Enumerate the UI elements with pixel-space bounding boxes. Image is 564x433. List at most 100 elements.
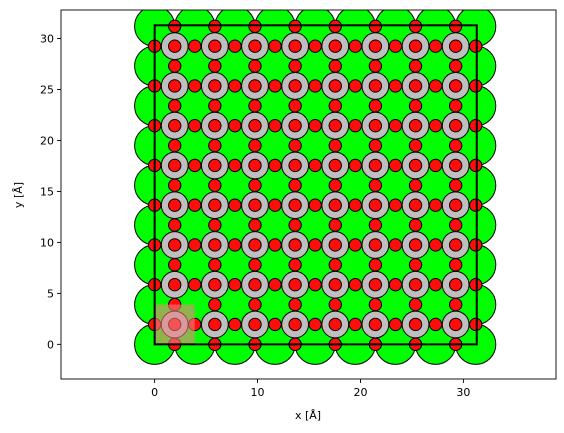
highlight-region (154, 304, 195, 345)
y-tick-label: 0 (47, 338, 54, 351)
atom-point (288, 19, 302, 33)
atom-point (408, 59, 423, 73)
atom-point (268, 79, 282, 93)
atom-point (448, 198, 463, 212)
atom-point (308, 79, 322, 93)
atom-point (368, 138, 383, 153)
atom-point (348, 317, 362, 332)
atom-point (208, 278, 222, 292)
atom-point (308, 119, 322, 133)
atom-point (328, 258, 342, 272)
atom-point (168, 198, 182, 212)
atom-point (469, 39, 483, 53)
atom-point (348, 198, 362, 212)
atom-point (408, 278, 423, 292)
x-tick-label: 20 (353, 386, 367, 399)
atom-point (368, 317, 383, 332)
atom-point (368, 297, 383, 312)
atom-point (248, 119, 262, 133)
atom-point (288, 198, 302, 212)
atom-point (188, 79, 202, 93)
atom-point (228, 119, 242, 133)
atom-point (408, 258, 423, 272)
atom-point (368, 99, 383, 113)
atom-point (288, 158, 302, 173)
atom-point (168, 178, 182, 193)
atom-point (208, 297, 222, 312)
atom-point (388, 158, 403, 173)
atom-point (388, 39, 403, 53)
atom-point (168, 238, 182, 252)
atom-point (328, 99, 342, 113)
atom-point (268, 158, 282, 173)
atom-point (448, 39, 463, 53)
cell-boundary (153, 24, 478, 346)
atom-point (469, 119, 483, 133)
atom-point (448, 258, 463, 272)
atom-point (188, 39, 202, 53)
atom-point (408, 99, 423, 113)
atom-point (408, 79, 423, 93)
atom-point (328, 278, 342, 292)
atom-point (308, 238, 322, 252)
atom-point (469, 238, 483, 252)
atom-point (288, 317, 302, 332)
atom-point (388, 79, 403, 93)
atom-point (448, 178, 463, 193)
atom-point (368, 278, 383, 292)
atom-point (208, 238, 222, 252)
atom-point (368, 19, 383, 33)
atom-point (348, 79, 362, 93)
atom-point (168, 119, 182, 133)
atom-point (168, 79, 182, 93)
atom-point (208, 218, 222, 232)
atom-point (228, 198, 242, 212)
atom-point (188, 278, 202, 292)
atom-point (288, 99, 302, 113)
atom-point (208, 258, 222, 272)
atom-point (248, 178, 262, 193)
y-tick-label: 15 (40, 185, 54, 198)
atom-point (288, 238, 302, 252)
atom-point (248, 198, 262, 212)
atom-point (228, 158, 242, 173)
atom-point (168, 138, 182, 153)
atom-point (208, 158, 222, 173)
atom-point (428, 238, 443, 252)
y-tick-label: 25 (40, 84, 54, 97)
atom-point (328, 218, 342, 232)
y-tick-label: 30 (40, 33, 54, 46)
atom-point (428, 278, 443, 292)
atom-point (328, 158, 342, 173)
atom-point (208, 39, 222, 53)
atom-point (168, 99, 182, 113)
atom-point (228, 238, 242, 252)
axes-frame (60, 9, 557, 380)
atom-point (248, 59, 262, 73)
atom-point (308, 317, 322, 332)
atom-point (388, 238, 403, 252)
atom-point (368, 218, 383, 232)
atom-point (408, 178, 423, 193)
atom-point (248, 238, 262, 252)
atom-point (228, 79, 242, 93)
atom-point (208, 178, 222, 193)
x-tick-label: 0 (151, 386, 158, 399)
atom-point (328, 297, 342, 312)
atom-point (268, 39, 282, 53)
atom-point (288, 258, 302, 272)
atom-point (248, 39, 262, 53)
atom-point (408, 39, 423, 53)
atom-point (368, 158, 383, 173)
atom-point (448, 119, 463, 133)
atom-point (328, 138, 342, 153)
atom-point (408, 138, 423, 153)
atom-point (248, 19, 262, 33)
atom-point (368, 39, 383, 53)
atom-point (408, 297, 423, 312)
atom-point (428, 317, 443, 332)
atom-point (328, 178, 342, 193)
atom-point (348, 119, 362, 133)
atom-point (288, 278, 302, 292)
